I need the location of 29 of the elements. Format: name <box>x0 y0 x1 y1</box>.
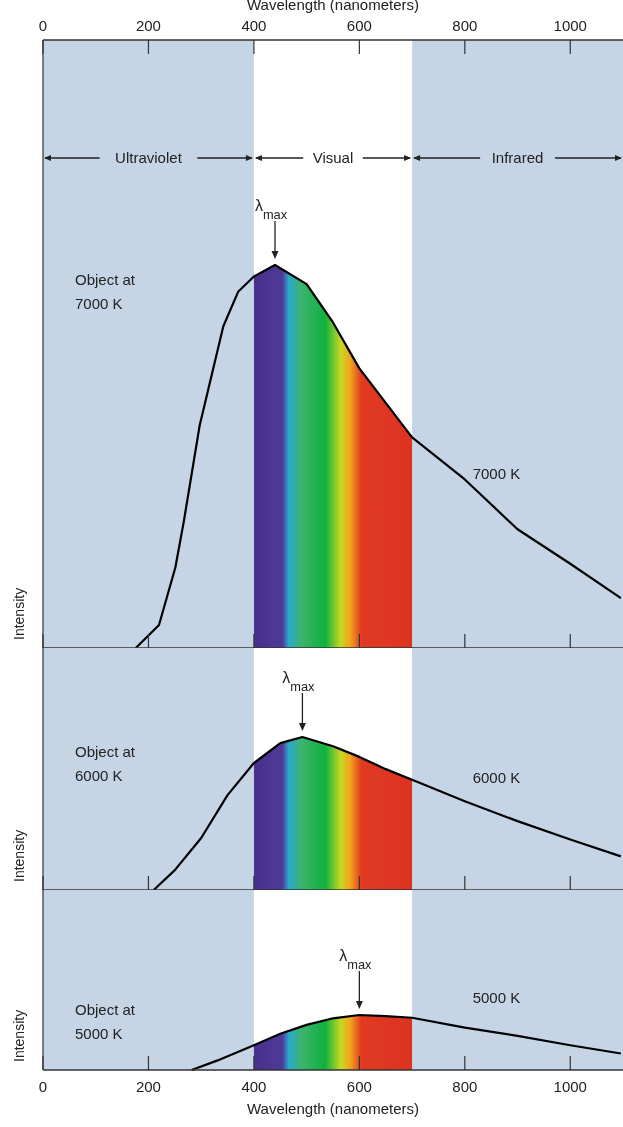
text: 5000 K <box>472 988 521 1006</box>
x-tick-label: 400 <box>241 17 267 34</box>
x-tick-label: 1000 <box>553 1078 587 1095</box>
x-tick-label: 600 <box>346 17 372 34</box>
y-axis-title: Intensity <box>11 587 27 640</box>
band-label: Infrared <box>491 149 544 166</box>
x-tick-label: 600 <box>346 1078 372 1095</box>
x-tick-label: 0 <box>38 17 48 34</box>
annotation: λ$_{max}$ <box>254 197 288 222</box>
x-tick-label: 1000 <box>553 17 587 34</box>
x-tick-label: 200 <box>135 17 161 34</box>
annotation: Object at 7000 K <box>75 271 136 312</box>
annotation: Object at 5000 K <box>75 1001 136 1042</box>
y-axis-title: Intensity <box>11 829 27 882</box>
x-tick-label: 200 <box>135 1078 161 1095</box>
y-axis-title: Intensity <box>11 1009 27 1062</box>
x-axis-title: Wavelength (nanometers) <box>246 1100 420 1117</box>
x-tick-label: 400 <box>241 1078 267 1095</box>
x-tick-label: 0 <box>38 1078 48 1095</box>
annotation: 6000 K <box>472 769 521 787</box>
annotation: Object at 6000 K <box>75 743 136 784</box>
annotation: λ$_{max}$ <box>339 947 373 972</box>
band-label: Ultraviolet <box>115 149 183 166</box>
x-tick-label: 800 <box>452 17 478 34</box>
annotation: 7000 K <box>472 465 521 483</box>
x-axis-title: Wavelength (nanometers) <box>246 0 420 13</box>
band-label: Visual <box>312 149 354 166</box>
x-tick-label: 800 <box>452 1078 478 1095</box>
annotation: λ$_{max}$ <box>282 669 316 694</box>
